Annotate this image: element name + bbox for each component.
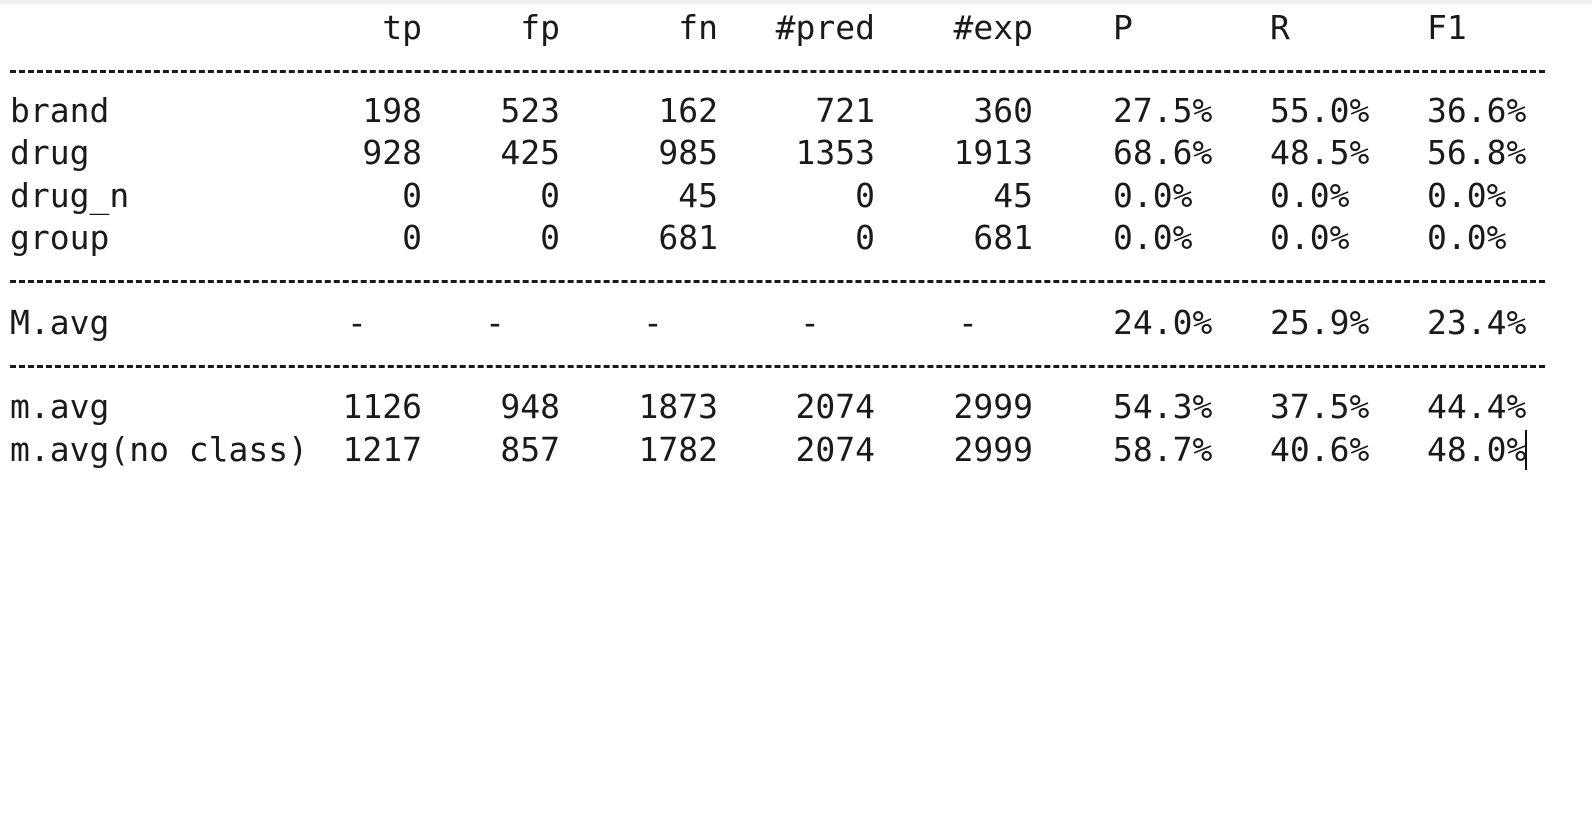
header-r: R <box>1270 8 1290 47</box>
micro-average-no-class-row: m.avg(no class) 1217 857 1782 2074 2999 … <box>0 430 1592 470</box>
cell-f1: 23.4% <box>1427 303 1527 342</box>
cell-p: 24.0% <box>1113 303 1213 342</box>
cell-fp: 948 <box>500 387 560 426</box>
cell-r: 40.6% <box>1270 430 1370 469</box>
row-label: drug_n <box>10 176 130 215</box>
text-cursor <box>1525 430 1527 470</box>
cell-fp: 0 <box>540 176 560 215</box>
table-row: drug_n 0 0 45 0 45 0.0% 0.0% 0.0% <box>0 176 1592 216</box>
cell-f1: 0.0% <box>1427 176 1507 215</box>
cell-pred: 0 <box>855 176 875 215</box>
cell-f1: 44.4% <box>1427 387 1527 426</box>
cell-exp: 2999 <box>953 387 1033 426</box>
header-exp: #exp <box>953 8 1033 47</box>
cell-pred: 0 <box>855 218 875 257</box>
cell-fp: 523 <box>500 91 560 130</box>
cell-p: 54.3% <box>1113 387 1213 426</box>
cell-fp: 425 <box>500 133 560 172</box>
cell-f1: 36.6% <box>1427 91 1527 130</box>
cell-pred: 2074 <box>795 387 875 426</box>
cell-p: 0.0% <box>1113 218 1193 257</box>
cell-exp: 1913 <box>953 133 1033 172</box>
separator-line <box>10 70 1545 73</box>
cell-fn: 45 <box>678 176 718 215</box>
header-fp: fp <box>520 8 560 47</box>
row-label: brand <box>10 91 110 130</box>
table-row: brand 198 523 162 721 360 27.5% 55.0% 36… <box>0 91 1592 131</box>
cell-tp: 1126 <box>342 387 422 426</box>
cell-pred: - <box>800 303 820 342</box>
cell-fn: 162 <box>658 91 718 130</box>
cell-exp: 360 <box>973 91 1033 130</box>
cell-fp: 0 <box>540 218 560 257</box>
cell-fn: 1782 <box>638 430 718 469</box>
table-row: group 0 0 681 0 681 0.0% 0.0% 0.0% <box>0 218 1592 258</box>
cell-fn: 985 <box>658 133 718 172</box>
cell-r: 37.5% <box>1270 387 1370 426</box>
cell-tp: - <box>347 303 367 342</box>
cell-f1: 48.0% <box>1427 430 1527 469</box>
cell-fn: 1873 <box>638 387 718 426</box>
cell-tp: 198 <box>362 91 422 130</box>
header-row: tp fp fn #pred #exp P R F1 <box>0 8 1592 48</box>
cell-r: 48.5% <box>1270 133 1370 172</box>
header-fn: fn <box>678 8 718 47</box>
cell-exp: 681 <box>973 218 1033 257</box>
cell-exp: 2999 <box>953 430 1033 469</box>
cell-tp: 0 <box>402 218 422 257</box>
row-label: m.avg <box>10 387 110 426</box>
cell-r: 55.0% <box>1270 91 1370 130</box>
cell-r: 25.9% <box>1270 303 1370 342</box>
window-top-border <box>0 0 1592 4</box>
cell-tp: 1217 <box>342 430 422 469</box>
header-f1: F1 <box>1427 8 1467 47</box>
cell-pred: 721 <box>815 91 875 130</box>
header-pred: #pred <box>775 8 875 47</box>
separator-line <box>10 280 1545 283</box>
cell-p: 68.6% <box>1113 133 1213 172</box>
cell-f1: 56.8% <box>1427 133 1527 172</box>
micro-average-row: m.avg 1126 948 1873 2074 2999 54.3% 37.5… <box>0 387 1592 427</box>
table-row: drug 928 425 985 1353 1913 68.6% 48.5% 5… <box>0 133 1592 173</box>
cell-tp: 928 <box>362 133 422 172</box>
cell-p: 27.5% <box>1113 91 1213 130</box>
row-label: m.avg(no class) <box>10 430 309 469</box>
cell-pred: 1353 <box>795 133 875 172</box>
cell-fp: 857 <box>500 430 560 469</box>
cell-p: 58.7% <box>1113 430 1213 469</box>
cell-r: 0.0% <box>1270 176 1350 215</box>
header-p: P <box>1113 8 1133 47</box>
header-tp: tp <box>382 8 422 47</box>
cell-fn: 681 <box>658 218 718 257</box>
cell-exp: - <box>958 303 978 342</box>
cell-exp: 45 <box>993 176 1033 215</box>
cell-fp: - <box>485 303 505 342</box>
cell-p: 0.0% <box>1113 176 1193 215</box>
row-label: M.avg <box>10 303 110 342</box>
row-label: group <box>10 218 110 257</box>
row-label: drug <box>10 133 90 172</box>
cell-tp: 0 <box>402 176 422 215</box>
cell-pred: 2074 <box>795 430 875 469</box>
separator-line <box>10 365 1545 368</box>
cell-fn: - <box>643 303 663 342</box>
cell-r: 0.0% <box>1270 218 1350 257</box>
macro-average-row: M.avg - - - - - 24.0% 25.9% 23.4% <box>0 303 1592 343</box>
cell-f1: 0.0% <box>1427 218 1507 257</box>
